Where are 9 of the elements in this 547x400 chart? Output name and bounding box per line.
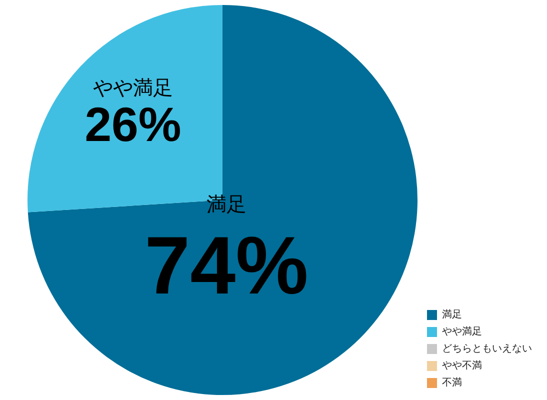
slice-label: 満足 bbox=[206, 192, 247, 216]
data-label: 26% bbox=[84, 98, 182, 152]
legend-label: やや不満 bbox=[442, 360, 482, 372]
legend-label: 満足 bbox=[442, 308, 462, 321]
data-label: 74% bbox=[144, 220, 308, 312]
legend-label: どちらともいえない bbox=[442, 344, 532, 355]
legend-label: 不満 bbox=[442, 376, 462, 389]
slice-label: やや満足 bbox=[92, 76, 173, 100]
legend-label: やや満足 bbox=[442, 326, 482, 338]
